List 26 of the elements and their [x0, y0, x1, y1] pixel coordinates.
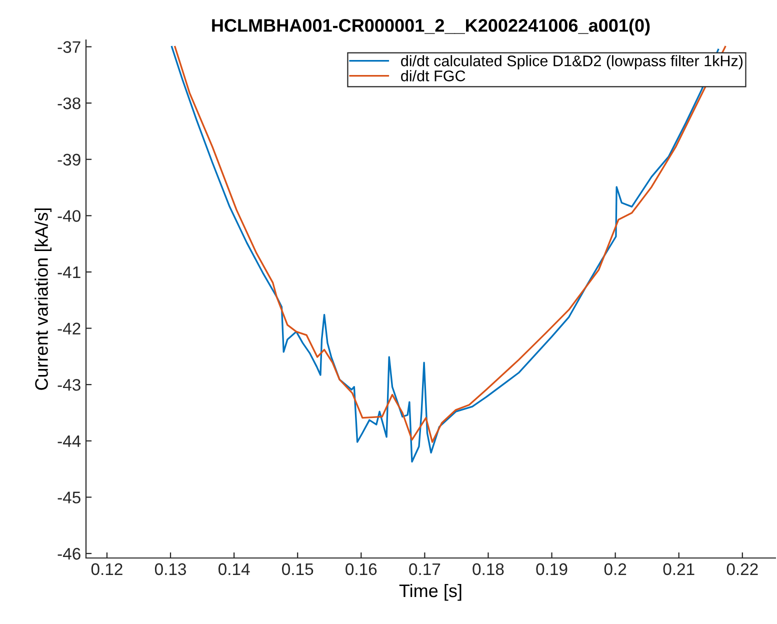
x-tick-label: 0.14 [218, 563, 250, 576]
legend-label: di/dt FGC [401, 70, 466, 82]
x-tick-label: 0.16 [346, 563, 377, 576]
y-tick-label: -41 [58, 266, 80, 278]
x-tick-label: 0.2 [604, 563, 626, 576]
x-tick-label: 0.22 [726, 563, 758, 576]
y-tick-label: -43 [58, 378, 80, 391]
x-tick-label: 0.13 [154, 563, 186, 576]
x-tick-label: 0.17 [409, 563, 440, 576]
legend-label: di/dt calculated Splice D1&D2 (lowpass filter 1kHz) [401, 55, 743, 70]
y-tick-label: -46 [58, 548, 80, 560]
y-axis-title: Current variation [kA/s] [34, 208, 52, 390]
x-tick-label: 0.12 [91, 563, 122, 576]
y-tick-label: -40 [58, 210, 80, 222]
x-tick-label: 0.21 [663, 563, 694, 576]
x-axis-title: Time [s] [399, 584, 462, 601]
x-tick-label: 0.15 [282, 563, 314, 576]
y-tick-label: -44 [58, 435, 81, 447]
x-tick-label: 0.19 [536, 563, 568, 576]
chart-title: HCLMBHA001-CR000001_2__K2002241006_a001(0) [212, 18, 650, 36]
y-tick-label: -39 [58, 154, 80, 166]
y-tick-label: -37 [58, 41, 80, 53]
y-tick-label: -38 [58, 97, 80, 110]
y-tick-label: -42 [58, 322, 80, 334]
x-tick-label: 0.18 [472, 563, 504, 576]
y-tick-label: -45 [58, 492, 80, 504]
